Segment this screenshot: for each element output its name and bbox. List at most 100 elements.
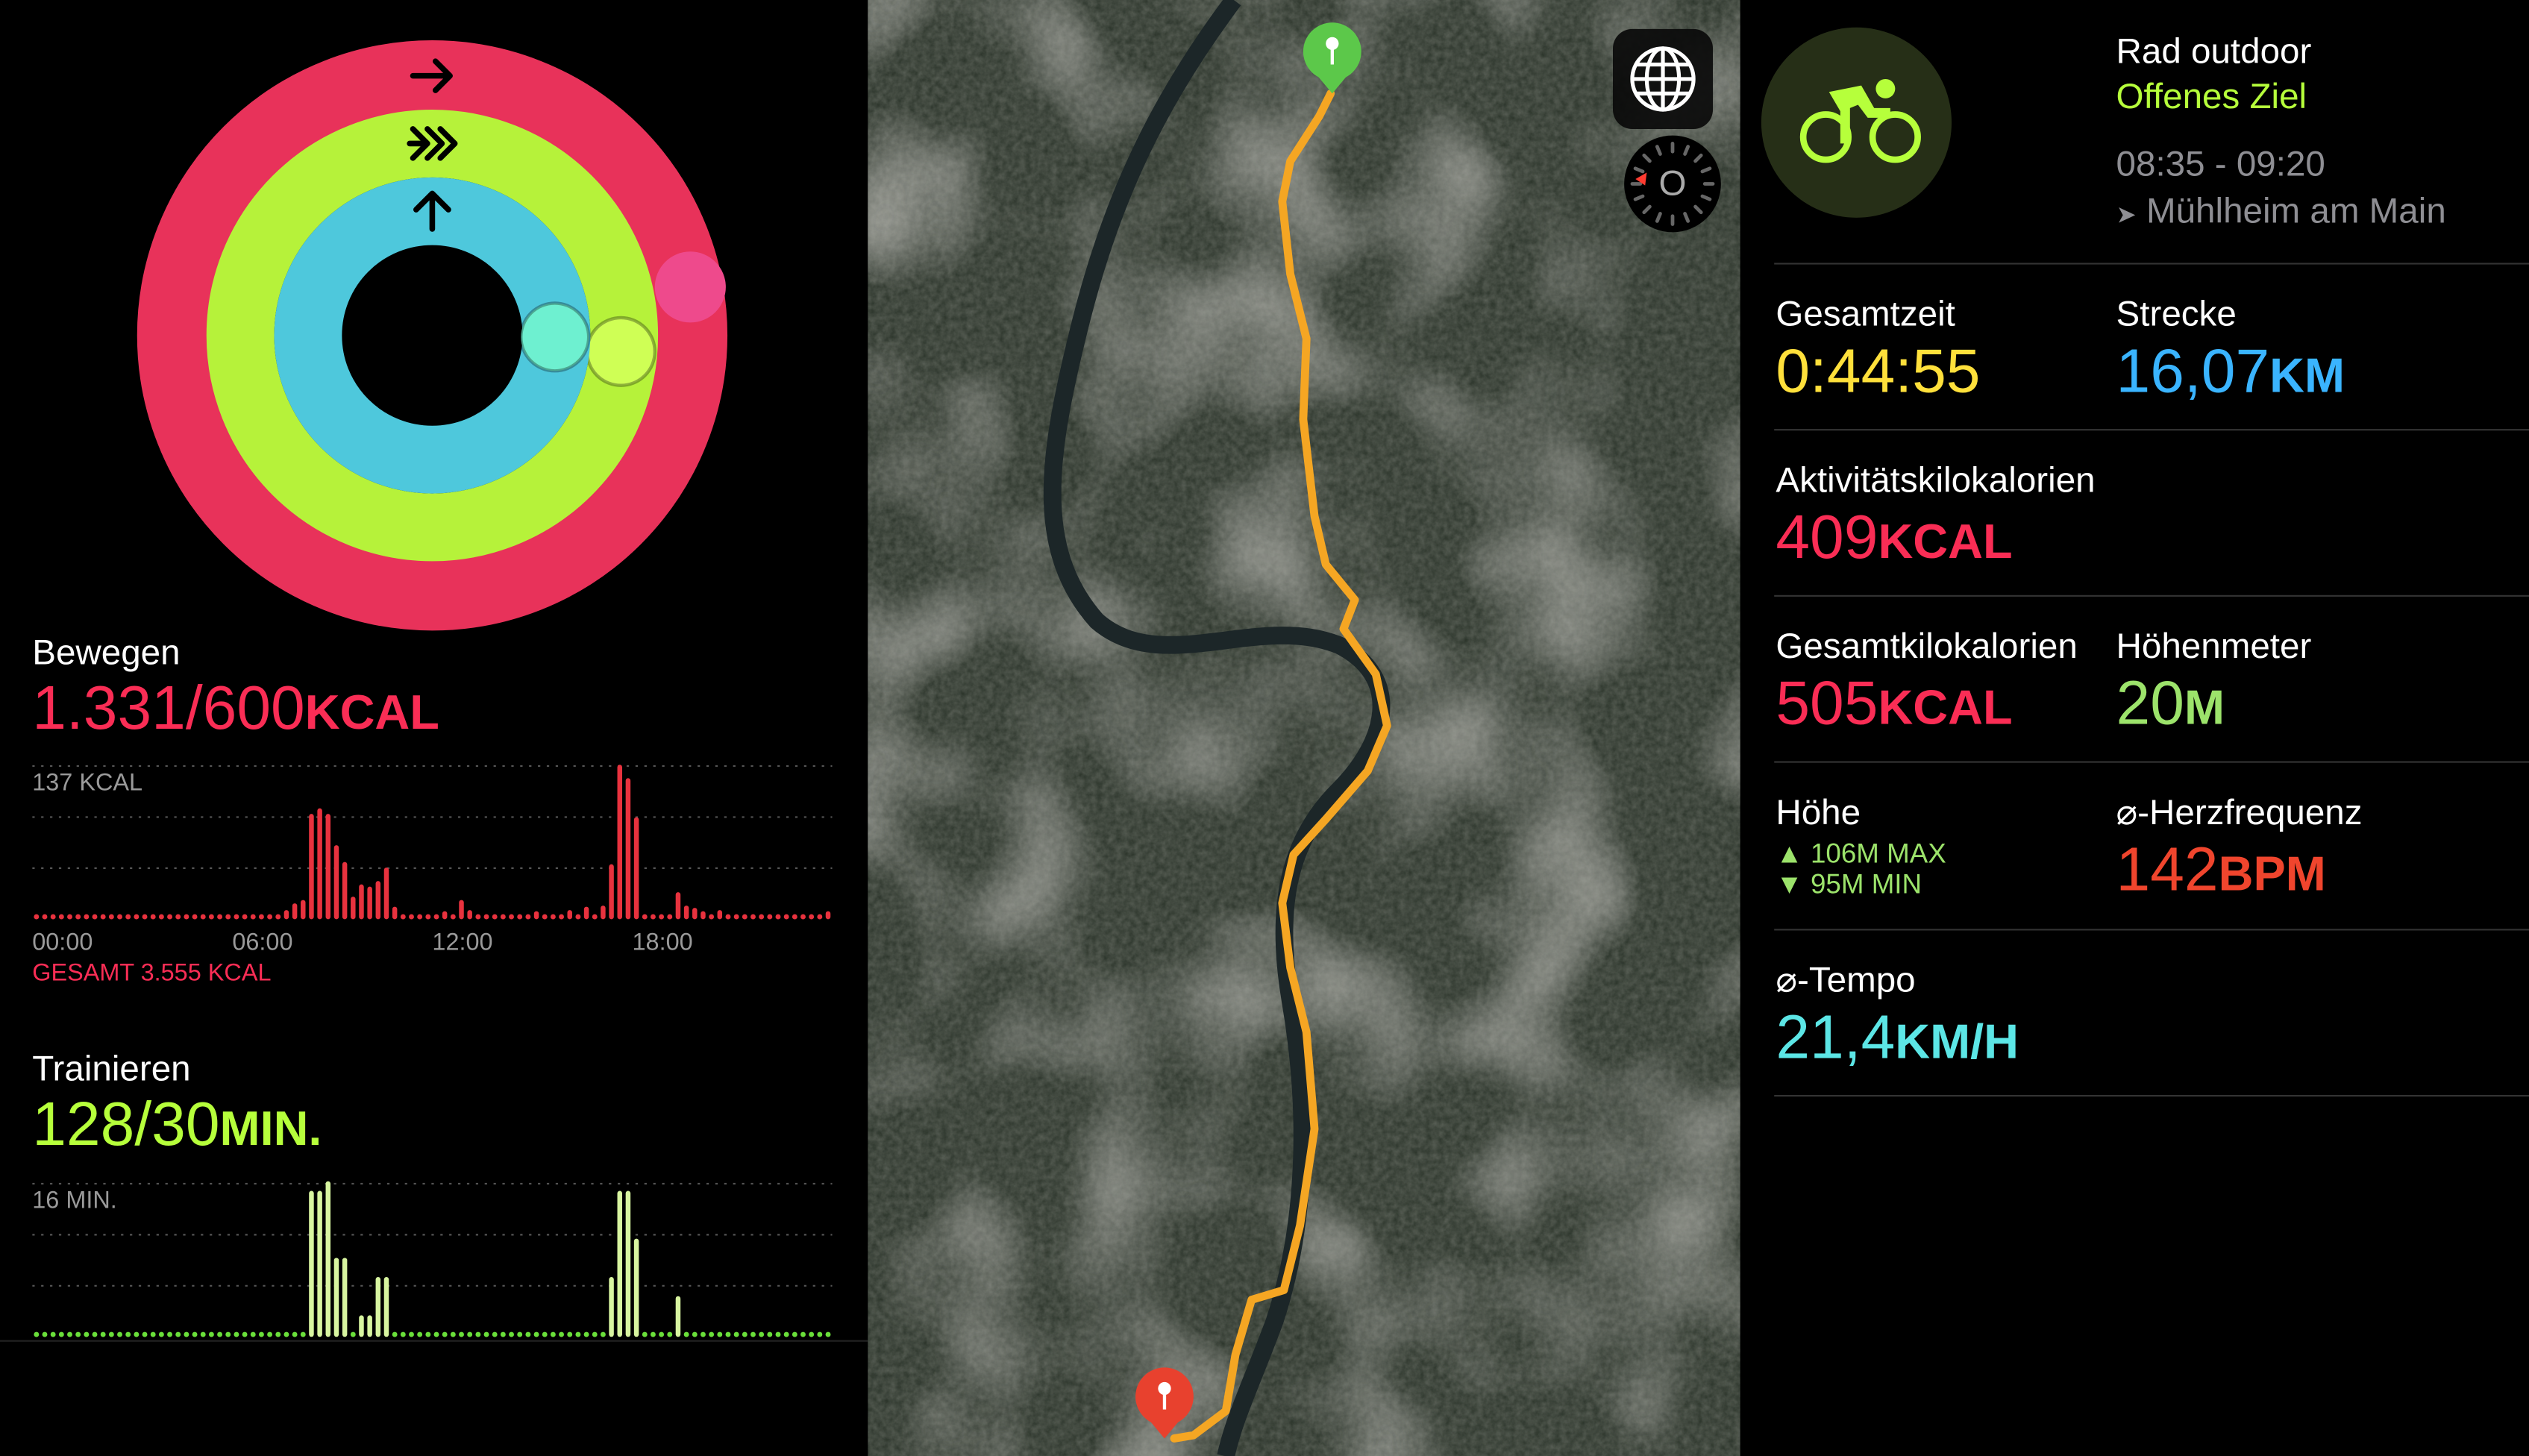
chart-bar: [492, 914, 498, 920]
chart-bar: [350, 1331, 356, 1337]
globe-icon: [1630, 46, 1696, 112]
chart-bar: [167, 1331, 173, 1337]
chart-bar: [134, 914, 140, 920]
chart-bar: [425, 914, 431, 920]
time-label-6: 06:00: [232, 929, 293, 957]
chart-bar: [659, 914, 665, 920]
chart-bar: [225, 1331, 231, 1337]
chart-bar: [475, 914, 481, 920]
exercise-value-unit: MIN.: [219, 1102, 322, 1157]
chart-bar: [583, 1331, 589, 1337]
chart-bar: [67, 1331, 72, 1337]
stand-ring: [274, 177, 591, 494]
triangle-down-icon: ▼: [1776, 869, 1803, 900]
chart-bar: [283, 1331, 289, 1337]
chart-bar: [117, 1331, 122, 1337]
divider: [1774, 429, 2529, 431]
chart-bar: [117, 914, 122, 920]
chart-bar: [175, 914, 181, 920]
chart-bar: [275, 1331, 281, 1337]
chart-bar: [759, 1331, 765, 1337]
chart-bar: [659, 1331, 665, 1337]
workout-type: Rad outdoor: [2116, 31, 2312, 72]
time-label-0: 00:00: [32, 929, 93, 957]
chart-bar: [242, 914, 248, 920]
chart-bar: [700, 1331, 706, 1337]
chart-bar: [217, 1331, 223, 1337]
chart-bar: [34, 914, 40, 920]
distance-unit: KM: [2269, 350, 2345, 404]
chart-bar: [58, 914, 64, 920]
chart-bar: [42, 914, 48, 920]
start-pin-icon[interactable]: [1303, 22, 1361, 94]
chart-bar: [292, 1331, 298, 1337]
chart-bar: [475, 1331, 481, 1337]
chart-bar: [184, 1331, 189, 1337]
chart-bar: [809, 1331, 815, 1337]
exercise-chart: [32, 1181, 833, 1337]
chart-bar: [775, 914, 781, 920]
chart-bar: [392, 1331, 398, 1337]
route-line: [1170, 89, 1391, 1443]
chart-bar: [267, 914, 273, 920]
chart-bar: [742, 1331, 748, 1337]
total-kcal-label: Gesamtkilokalorien: [1776, 625, 2078, 666]
chart-bar: [234, 914, 239, 920]
chart-bar: [742, 914, 748, 920]
avg-heart-rate-unit: BPM: [2218, 848, 2326, 902]
chart-bar: [517, 1331, 523, 1337]
exercise-chart-max-label: 16 MIN.: [32, 1187, 117, 1214]
chart-bar: [642, 1331, 648, 1337]
exercise-label: Trainieren: [32, 1048, 191, 1089]
chart-bar: [575, 1331, 581, 1337]
elevation-gain-value: 20M: [2116, 674, 2225, 735]
chart-bar: [517, 914, 523, 920]
chart-bar: [142, 914, 148, 920]
chart-bar: [58, 1331, 64, 1337]
chart-bar: [50, 1331, 56, 1337]
time-label-12: 12:00: [432, 929, 493, 957]
chart-bar: [792, 914, 797, 920]
move-chart: [32, 765, 833, 920]
move-value-number: 1.331/600: [32, 675, 305, 744]
satellite-map[interactable]: [868, 0, 1740, 1456]
route-map[interactable]: O: [868, 0, 1740, 1456]
chart-bar: [783, 1331, 789, 1337]
distance-label: Strecke: [2116, 293, 2237, 334]
compass-button[interactable]: O: [1624, 135, 1721, 233]
exercise-arrow-icon: [407, 126, 458, 161]
chart-bar: [542, 914, 548, 920]
chart-bar: [50, 914, 56, 920]
chart-bar: [483, 1331, 489, 1337]
end-pin-icon[interactable]: [1135, 1367, 1194, 1439]
chart-bar: [142, 1331, 148, 1337]
stand-arrow-icon: [413, 190, 451, 232]
chart-bar: [792, 1331, 797, 1337]
workout-location-text: Mühlheim am Main: [2146, 190, 2446, 231]
time-label-18: 18:00: [632, 929, 693, 957]
chart-bar: [100, 1331, 106, 1337]
avg-speed-unit: KM/H: [1895, 1016, 2019, 1070]
chart-bar: [84, 914, 90, 920]
chart-bar: [192, 914, 198, 920]
elevation-gain-number: 20: [2116, 671, 2184, 739]
active-kcal-unit: KCAL: [1878, 515, 2013, 570]
chart-bar: [825, 1331, 831, 1337]
chart-bar: [192, 1331, 198, 1337]
stand-ring-cap: [519, 301, 591, 373]
chart-bar: [417, 1331, 423, 1337]
chart-bar: [767, 914, 773, 920]
chart-bar: [525, 1331, 531, 1337]
distance-value: 16,07KM: [2116, 342, 2345, 403]
chart-bar: [92, 1331, 98, 1337]
elevation-gain-label: Höhenmeter: [2116, 625, 2312, 666]
exercise-value: 128/30MIN.: [32, 1095, 322, 1156]
chart-bar: [267, 1331, 273, 1337]
chart-bar: [150, 914, 156, 920]
exercise-value-number: 128/30: [32, 1091, 220, 1160]
workout-time-range: 08:35 - 09:20: [2116, 143, 2325, 184]
chart-bar: [450, 914, 456, 920]
map-style-button[interactable]: [1613, 28, 1714, 129]
chart-bar: [167, 914, 173, 920]
